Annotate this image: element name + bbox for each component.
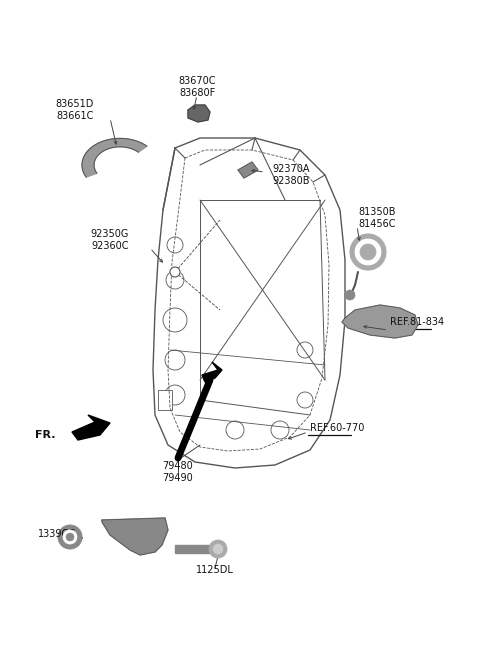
Circle shape bbox=[170, 267, 180, 277]
Circle shape bbox=[63, 530, 77, 544]
Circle shape bbox=[209, 540, 227, 558]
Text: 92350G
92360C: 92350G 92360C bbox=[91, 229, 129, 251]
Circle shape bbox=[345, 290, 355, 300]
Text: 81350B
81456C: 81350B 81456C bbox=[358, 207, 396, 229]
Circle shape bbox=[66, 533, 74, 541]
Polygon shape bbox=[342, 305, 418, 338]
Polygon shape bbox=[82, 138, 147, 177]
Circle shape bbox=[350, 234, 386, 270]
Polygon shape bbox=[202, 362, 222, 382]
Circle shape bbox=[355, 239, 381, 265]
Bar bbox=[158, 390, 172, 410]
Text: 83670C
83680F: 83670C 83680F bbox=[178, 76, 216, 98]
Text: REF.81-834: REF.81-834 bbox=[390, 317, 444, 327]
Circle shape bbox=[213, 544, 223, 554]
Polygon shape bbox=[72, 415, 110, 440]
Polygon shape bbox=[175, 545, 215, 553]
Text: 92370A
92380B: 92370A 92380B bbox=[272, 164, 310, 186]
Polygon shape bbox=[102, 518, 168, 555]
Text: REF.60-770: REF.60-770 bbox=[310, 423, 364, 433]
Text: 79480
79490: 79480 79490 bbox=[163, 461, 193, 483]
Text: 1339CC: 1339CC bbox=[38, 529, 76, 539]
Text: FR.: FR. bbox=[35, 430, 55, 440]
Circle shape bbox=[360, 244, 376, 260]
Text: 83651D
83661C: 83651D 83661C bbox=[56, 99, 94, 121]
Circle shape bbox=[58, 525, 82, 549]
Polygon shape bbox=[188, 105, 210, 122]
Polygon shape bbox=[238, 162, 258, 178]
Text: 1125DL: 1125DL bbox=[196, 565, 234, 575]
